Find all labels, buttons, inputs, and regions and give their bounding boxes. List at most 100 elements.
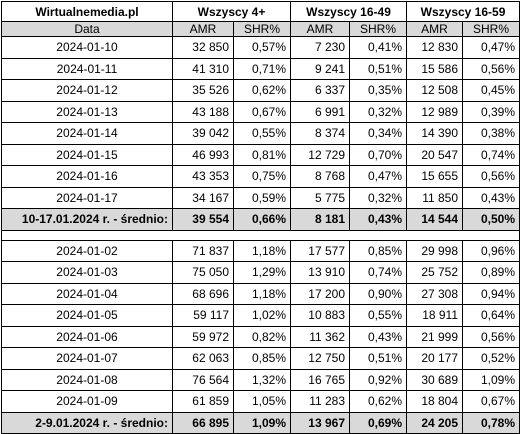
value-cell: 0,38% — [462, 122, 521, 145]
value-cell: 0,67% — [233, 100, 291, 123]
value-cell: 7 230 — [290, 36, 350, 59]
data-row: 2024-01-09 61 859 1,05% 11 283 0,62% 18 804 0,… — [1, 390, 521, 413]
value-cell: 46 993 — [172, 143, 234, 166]
value-cell: 11 850 — [406, 186, 464, 209]
value-cell: 0,56% — [462, 325, 521, 348]
value-cell: 0,90% — [348, 282, 408, 305]
value-cell: 43 188 — [172, 100, 234, 123]
value-cell: 0,32% — [348, 186, 408, 209]
data-row: 2024-01-06 59 972 0,82% 11 362 0,43% 21 999 0,… — [1, 325, 521, 348]
value-cell: 12 750 — [290, 347, 350, 370]
value-cell: 0,59% — [233, 186, 291, 209]
value-cell: 0,34% — [348, 122, 408, 145]
date-cell: 2024-01-06 — [1, 325, 173, 348]
value-cell: 76 564 — [172, 368, 234, 391]
value-cell: 12 989 — [406, 100, 464, 123]
value-cell: 12 830 — [406, 36, 464, 59]
summary-value: 8 181 — [290, 208, 350, 231]
summary-row: 10-17.01.2024 r. - średnio: 39 554 0,66% 8 … — [1, 208, 521, 231]
value-cell: 0,51% — [348, 347, 408, 370]
value-cell: 59 972 — [172, 325, 234, 348]
data-row: 2024-01-04 68 696 1,18% 17 200 0,90% 27 308 0,… — [1, 282, 521, 305]
value-cell: 6 337 — [290, 79, 350, 102]
data-row: 2024-01-16 43 353 0,75% 8 768 0,47% 15 655 0,5… — [1, 165, 521, 188]
value-cell: 0,85% — [233, 347, 291, 370]
value-cell: 0,85% — [348, 239, 408, 262]
value-cell: 17 577 — [290, 239, 350, 262]
date-cell: 2024-01-12 — [1, 79, 173, 102]
value-cell: 0,57% — [233, 36, 291, 59]
value-cell: 16 765 — [290, 368, 350, 391]
data-row: 2024-01-13 43 188 0,67% 6 991 0,32% 12 989 0,3… — [1, 100, 521, 123]
value-cell: 0,43% — [348, 325, 408, 348]
summary-value: 0,66% — [233, 208, 291, 231]
value-cell: 34 167 — [172, 186, 234, 209]
summary-value: 0,50% — [462, 208, 521, 231]
separator — [0, 229, 521, 241]
value-cell: 12 729 — [290, 143, 350, 166]
date-cell: 2024-01-17 — [1, 186, 173, 209]
value-cell: 0,74% — [348, 261, 408, 284]
value-cell: 0,32% — [348, 100, 408, 123]
date-header: Data — [1, 21, 173, 37]
value-cell: 0,51% — [348, 57, 408, 80]
metric-name: SHR% — [233, 21, 291, 37]
summary-value: 1,09% — [233, 411, 291, 434]
value-cell: 0,71% — [233, 57, 291, 80]
metric-name: AMR — [172, 21, 234, 37]
summary-value: 24 205 — [406, 411, 464, 434]
value-cell: 25 752 — [406, 261, 464, 284]
date-cell: 2024-01-05 — [1, 304, 173, 327]
value-cell: 5 775 — [290, 186, 350, 209]
value-cell: 21 999 — [406, 325, 464, 348]
data-row: 2024-01-07 62 063 0,85% 12 750 0,51% 20 177 0,… — [1, 347, 521, 370]
value-cell: 27 308 — [406, 282, 464, 305]
value-cell: 20 177 — [406, 347, 464, 370]
data-row: 2024-01-11 41 310 0,71% 9 241 0,51% 15 586 0,5… — [1, 57, 521, 80]
date-cell: 2024-01-13 — [1, 100, 173, 123]
value-cell: 68 696 — [172, 282, 234, 305]
summary-value: 0,43% — [348, 208, 408, 231]
data-row: 2024-01-02 71 837 1,18% 17 577 0,85% 29 998 0,… — [1, 239, 521, 262]
value-cell: 11 283 — [290, 390, 350, 413]
group-name: Wszyscy 4+ — [172, 1, 291, 22]
value-cell: 0,82% — [233, 325, 291, 348]
value-cell: 0,56% — [462, 165, 521, 188]
value-cell: 0,96% — [462, 239, 521, 262]
value-cell: 9 241 — [290, 57, 350, 80]
summary-value: 0,78% — [462, 411, 521, 434]
value-cell: 0,62% — [348, 390, 408, 413]
value-cell: 30 689 — [406, 368, 464, 391]
summary-row: 2-9.01.2024 r. - średnio: 66 895 1,09% 13 9… — [1, 411, 521, 434]
data-row: 2024-01-17 34 167 0,59% 5 775 0,32% 11 850 0,4… — [1, 186, 521, 209]
value-cell: 18 911 — [406, 304, 464, 327]
value-cell: 20 547 — [406, 143, 464, 166]
value-cell: 0,62% — [233, 79, 291, 102]
metric-name: AMR — [290, 21, 350, 37]
metric-name: SHR% — [462, 21, 521, 37]
summary-value: 0,69% — [348, 411, 408, 434]
value-cell: 1,18% — [233, 282, 291, 305]
value-cell: 0,55% — [348, 304, 408, 327]
group-header: Wirtualnemedia.pl Wszyscy 4+ Wszyscy 16-49… — [1, 1, 521, 22]
value-cell: 18 804 — [406, 390, 464, 413]
metric-header: Data AMR SHR% AMR SHR% AMR SHR% — [1, 21, 521, 37]
value-cell: 11 362 — [290, 325, 350, 348]
data-row: 2024-01-15 46 993 0,81% 12 729 0,70% 20 547 0,… — [1, 143, 521, 166]
value-cell: 0,39% — [462, 100, 521, 123]
value-cell: 0,92% — [348, 368, 408, 391]
data-row: 2024-01-03 75 050 1,29% 13 910 0,74% 25 752 0,… — [1, 261, 521, 284]
value-cell: 1,32% — [233, 368, 291, 391]
value-cell: 62 063 — [172, 347, 234, 370]
value-cell: 0,55% — [233, 122, 291, 145]
value-cell: 1,02% — [233, 304, 291, 327]
value-cell: 0,75% — [233, 165, 291, 188]
value-cell: 1,09% — [462, 368, 521, 391]
metric-name: AMR — [406, 21, 464, 37]
date-cell: 2024-01-08 — [1, 368, 173, 391]
summary-value: 13 967 — [290, 411, 350, 434]
value-cell: 13 910 — [290, 261, 350, 284]
value-cell: 10 883 — [290, 304, 350, 327]
value-cell: 0,70% — [348, 143, 408, 166]
date-cell: 2024-01-09 — [1, 390, 173, 413]
